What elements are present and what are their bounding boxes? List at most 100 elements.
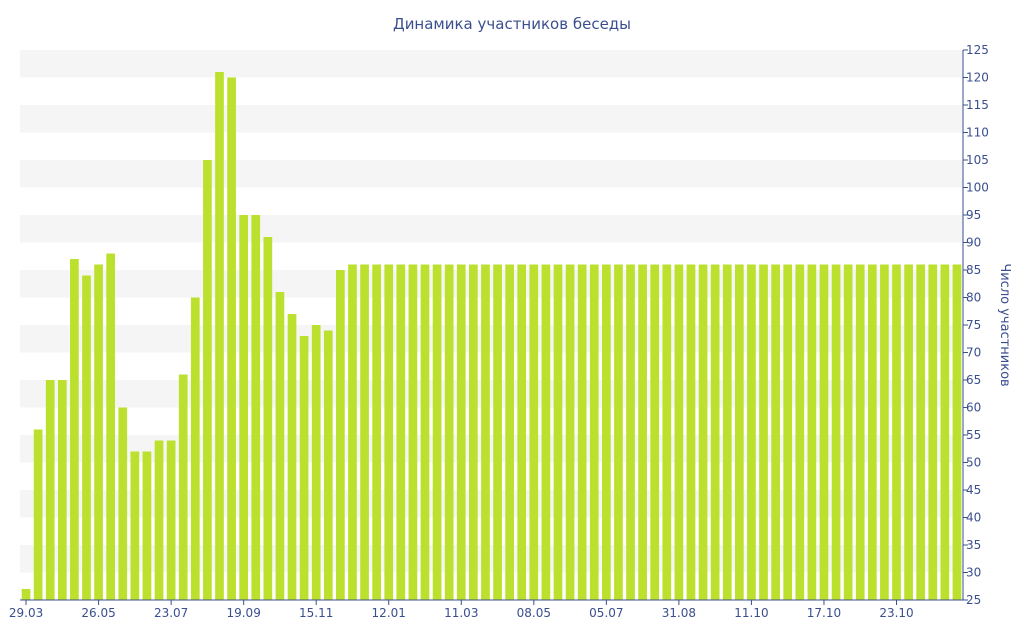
y-tick-label: 120 xyxy=(966,71,989,85)
y-tick-label: 55 xyxy=(966,428,981,442)
bar xyxy=(928,264,938,600)
x-tick-label: 23.10 xyxy=(879,606,913,620)
bar xyxy=(686,264,696,600)
bar xyxy=(783,264,793,600)
x-tick-label: 29.03 xyxy=(9,606,43,620)
grid-bands xyxy=(20,50,963,573)
bar xyxy=(372,264,381,600)
bar xyxy=(650,264,660,600)
bar xyxy=(541,264,551,600)
y-tick-label: 60 xyxy=(966,401,981,415)
bar xyxy=(880,264,889,600)
x-tick-label: 26.05 xyxy=(81,606,115,620)
bar xyxy=(299,336,309,600)
y-tick-label: 105 xyxy=(966,153,989,167)
x-tick-label: 19.09 xyxy=(226,606,260,620)
bar xyxy=(493,264,502,600)
bar xyxy=(795,264,805,600)
bar xyxy=(336,270,345,600)
x-tick-label: 31.08 xyxy=(662,606,696,620)
bar xyxy=(553,264,563,600)
x-tick-label: 11.10 xyxy=(734,606,768,620)
bar xyxy=(287,314,297,600)
y-tick-label: 65 xyxy=(966,373,981,387)
bar xyxy=(674,264,684,600)
bar xyxy=(215,72,224,600)
x-tick-label: 11.03 xyxy=(444,606,478,620)
y-tick-label: 95 xyxy=(966,208,981,222)
bar xyxy=(456,264,466,600)
bar xyxy=(444,264,454,600)
grid-band xyxy=(20,435,963,463)
y-axis: 25 30 35 40 45 50 55 60 65 70 75 80 85 90 95 100 105 110 1… xyxy=(962,43,989,607)
bar xyxy=(867,264,877,600)
bar xyxy=(892,264,901,600)
y-tick-label: 75 xyxy=(966,318,981,332)
y-tick-label: 25 xyxy=(966,593,981,607)
bar xyxy=(819,264,829,600)
y-tick-label: 110 xyxy=(966,126,989,140)
y-tick-label: 70 xyxy=(966,346,981,360)
x-tick-label: 08.05 xyxy=(517,606,551,620)
bar xyxy=(505,264,514,600)
bar xyxy=(698,264,708,600)
x-tick-label: 23.07 xyxy=(154,606,188,620)
grid-band xyxy=(20,50,963,78)
x-axis: 29.03 26.05 23.07 19.09 15.11 12.01 11.03 08.05… xyxy=(9,599,963,620)
grid-band xyxy=(20,270,963,298)
bar xyxy=(529,264,539,600)
bar xyxy=(855,264,865,600)
bar xyxy=(203,160,212,600)
grid-band xyxy=(20,545,963,573)
bar xyxy=(21,589,31,600)
bar xyxy=(251,215,261,600)
bar xyxy=(227,77,236,600)
bar xyxy=(45,380,55,600)
y-tick-label: 50 xyxy=(966,456,981,470)
bar xyxy=(940,264,950,600)
grid-band xyxy=(20,160,963,188)
bar xyxy=(565,264,575,600)
bar xyxy=(843,264,853,600)
bar xyxy=(614,264,623,600)
bar xyxy=(348,264,357,600)
bar xyxy=(807,264,817,600)
bar xyxy=(360,264,369,600)
bar xyxy=(178,374,188,600)
bar xyxy=(239,215,249,600)
bar xyxy=(130,451,140,600)
bar xyxy=(396,264,406,600)
y-tick-label: 90 xyxy=(966,236,981,250)
bar xyxy=(384,264,394,600)
bar xyxy=(323,330,333,600)
x-tick-label: 12.01 xyxy=(372,606,406,620)
y-tick-label: 40 xyxy=(966,511,981,525)
bar xyxy=(275,292,285,600)
bars xyxy=(21,72,962,600)
y-tick-label: 85 xyxy=(966,263,981,277)
y-tick-label: 80 xyxy=(966,291,981,305)
grid-band xyxy=(20,215,963,243)
bar xyxy=(311,325,321,600)
y-tick-label: 30 xyxy=(966,566,981,580)
y-tick-label: 100 xyxy=(966,181,989,195)
y-tick-label: 35 xyxy=(966,538,981,552)
chart-title: Динамика участников беседы xyxy=(393,15,631,33)
bar xyxy=(82,275,91,600)
y-tick-label: 115 xyxy=(966,98,989,112)
bar xyxy=(904,264,913,600)
bar xyxy=(190,297,200,600)
x-tick-label: 05.07 xyxy=(589,606,623,620)
grid-band xyxy=(20,325,963,353)
bar xyxy=(481,264,490,600)
bar xyxy=(747,264,756,600)
bar xyxy=(263,237,273,600)
bar xyxy=(118,407,128,600)
grid-band xyxy=(20,105,963,133)
bar xyxy=(33,429,43,600)
grid-band xyxy=(20,380,963,408)
bar xyxy=(589,264,599,600)
bar xyxy=(626,264,635,600)
bar xyxy=(734,264,744,600)
x-tick-label: 15.11 xyxy=(299,606,333,620)
